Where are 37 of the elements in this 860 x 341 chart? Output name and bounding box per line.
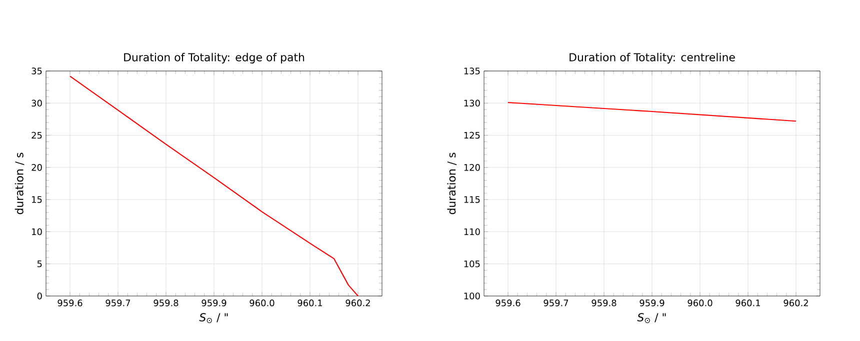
x-tick-label: 960.0	[688, 300, 712, 306]
y-tick-label: 25	[32, 132, 42, 139]
x-axis-title: S$_{⊙}$ / "	[199, 313, 228, 324]
y-tick-label: 135	[464, 68, 480, 74]
x-tick-label: 959.6	[58, 300, 82, 306]
y-tick-label: 0	[37, 292, 42, 300]
line-series	[69, 76, 359, 296]
y-axis-title: duration / s	[14, 152, 24, 214]
y-tick-label: 10	[32, 228, 42, 236]
x-tick-label: 960.0	[250, 300, 274, 306]
y-tick-label: 100	[464, 292, 480, 300]
x-tick-label: 960.1	[298, 300, 322, 306]
x-tick-label: 959.7	[106, 300, 130, 306]
y-tick-label: 5	[37, 260, 42, 268]
x-tick-label: 959.8	[592, 300, 616, 306]
y-tick-label: 130	[464, 100, 480, 107]
chart-title: Duration of Totality: centreline	[570, 52, 735, 64]
y-axis-title: duration / s	[447, 152, 457, 214]
x-tick-label: 960.2	[784, 300, 808, 306]
x-tick-label: 959.9	[640, 300, 664, 306]
x-tick-label: 959.6	[496, 300, 520, 306]
x-tick-label: 959.9	[202, 300, 226, 306]
y-tick-label: 35	[32, 68, 42, 74]
y-tick-label: 125	[464, 132, 480, 139]
y-tick-label: 110	[464, 228, 480, 236]
y-tick-label: 120	[464, 164, 480, 171]
y-tick-label: 30	[32, 100, 42, 107]
x-axis-title: S$_{⊙}$ / "	[637, 313, 666, 324]
x-tick-label: 959.8	[154, 300, 178, 306]
y-tick-label: 105	[464, 260, 480, 268]
chart-title: Duration of Totality: edge of path	[124, 52, 304, 64]
x-tick-label: 960.1	[736, 300, 760, 306]
y-tick-label: 20	[32, 164, 42, 171]
y-tick-label: 15	[32, 196, 42, 203]
y-tick-label: 115	[464, 196, 480, 203]
x-tick-label: 960.2	[346, 300, 370, 306]
x-tick-label: 959.7	[544, 300, 568, 306]
